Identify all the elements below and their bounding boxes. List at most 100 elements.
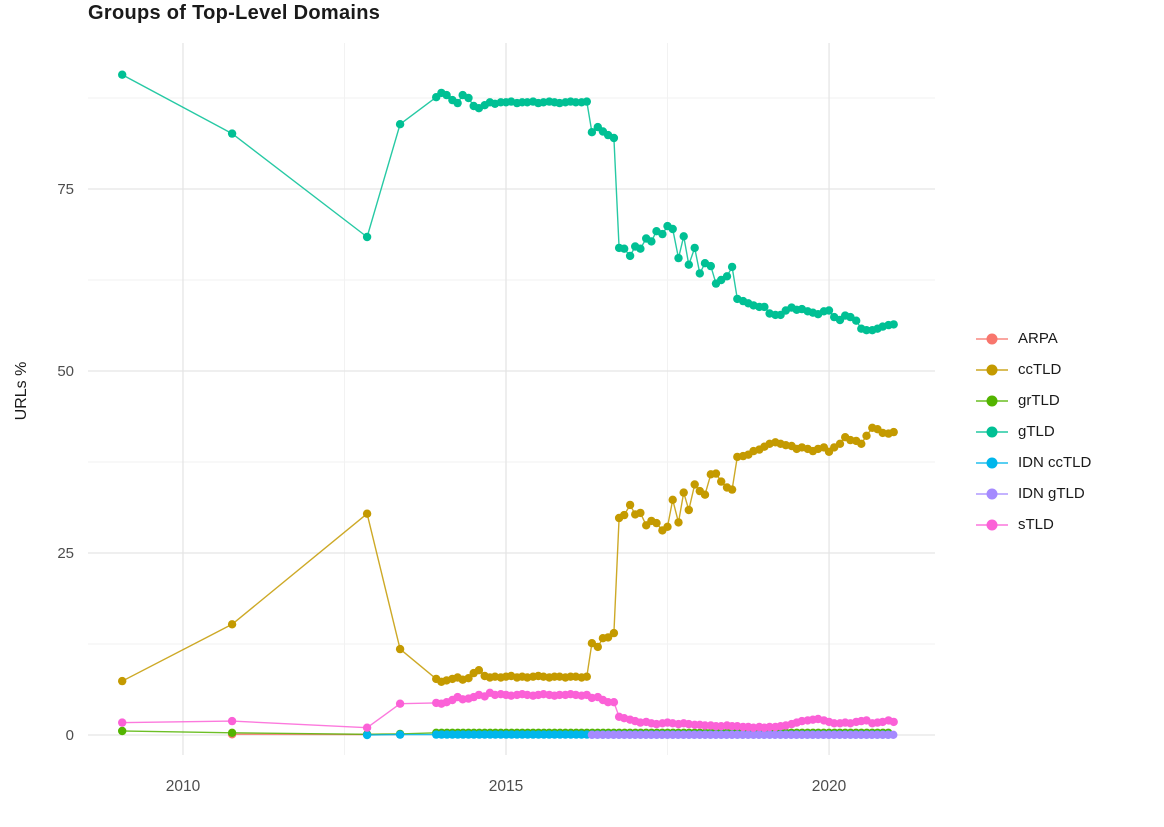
data-point-stld [700, 721, 710, 730]
legend-label: IDN gTLD [1018, 485, 1085, 502]
data-point-cctld [889, 427, 898, 437]
data-point-cctld [684, 505, 693, 515]
data-point-stld [765, 722, 774, 732]
y-tick-label: 50 [57, 363, 74, 380]
data-point-gtld [695, 269, 704, 278]
y-tick-label: 0 [66, 727, 74, 744]
data-point-cctld [862, 431, 871, 440]
x-tick-label: 2020 [812, 778, 847, 795]
data-point-gtld [690, 243, 699, 253]
data-point-cctld [362, 509, 372, 518]
data-point-gtld [824, 306, 834, 315]
data-point-stld [830, 719, 839, 728]
data-point-cctld [464, 674, 473, 683]
x-tick-label: 2015 [489, 778, 523, 795]
data-point-stld [603, 698, 613, 707]
data-point-cctld [227, 620, 237, 629]
data-point-gtld [668, 224, 677, 234]
data-point-idn-cctld [395, 730, 405, 739]
data-point-gtld [453, 98, 462, 108]
legend-label: IDN ccTLD [1018, 454, 1092, 471]
legend-key-icon [976, 486, 1008, 502]
data-point-gtld [722, 272, 732, 281]
data-point-cctld [727, 485, 737, 494]
legend-key-icon [976, 393, 1008, 409]
data-point-stld [889, 717, 898, 727]
data-point-cctld [625, 500, 635, 510]
data-point-cctld [620, 510, 629, 520]
series-line-gtld [121, 73, 895, 331]
data-point-gtld [582, 97, 591, 106]
data-point-cctld [663, 522, 672, 531]
data-point-gtld [362, 232, 372, 242]
y-tick-label: 25 [57, 545, 74, 562]
data-point-cctld [474, 666, 484, 675]
data-point-cctld [835, 439, 845, 448]
data-point-gtld [442, 90, 451, 100]
x-tick-label: 2010 [166, 778, 201, 795]
data-point-cctld [668, 495, 677, 504]
data-point-gtld [889, 320, 898, 329]
data-point-gtld [227, 129, 237, 138]
legend-key-icon [976, 362, 1008, 378]
data-point-gtld [679, 232, 688, 241]
data-point-stld [118, 718, 127, 727]
legend-item-cctld: ccTLD [976, 354, 1091, 385]
data-point-gtld [609, 133, 619, 143]
legend-item-stld: sTLD [976, 509, 1091, 540]
data-point-gtld [464, 93, 473, 103]
data-point-cctld [609, 628, 619, 638]
legend: ARPA ccTLD grTLD gTLD IDN ccTLD IDN gTLD sTLD [976, 323, 1091, 540]
legend-item-arpa: ARPA [976, 323, 1091, 354]
data-point-grtld [118, 726, 127, 736]
data-point-gtld [118, 70, 127, 79]
data-point-cctld [690, 480, 699, 489]
data-point-gtld [571, 98, 580, 107]
legend-item-gtld: gTLD [976, 416, 1091, 447]
data-point-stld [362, 723, 372, 732]
data-point-gtld [684, 260, 693, 269]
data-point-cctld [857, 439, 866, 448]
data-point-cctld [118, 676, 127, 686]
data-point-cctld [582, 672, 591, 681]
legend-label: ARPA [1018, 330, 1058, 347]
data-point-cctld [593, 642, 602, 652]
data-point-stld [227, 716, 237, 726]
legend-label: gTLD [1018, 423, 1055, 440]
legend-label: grTLD [1018, 392, 1060, 409]
legend-key-icon [976, 331, 1008, 347]
data-point-gtld [620, 244, 629, 253]
data-point-gtld [647, 237, 656, 246]
data-point-gtld [706, 261, 715, 271]
data-point-cctld [636, 508, 645, 518]
data-point-gtld [636, 244, 645, 253]
data-point-idn-cctld [362, 730, 372, 740]
data-point-cctld [711, 469, 721, 478]
legend-label: ccTLD [1018, 361, 1062, 378]
data-point-gtld [760, 302, 769, 312]
legend-key-icon [976, 517, 1008, 533]
data-point-cctld [603, 633, 613, 642]
data-point-stld [395, 699, 405, 708]
data-point-idn-gtld [889, 730, 898, 739]
data-point-cctld [717, 477, 726, 486]
data-point-gtld [674, 253, 683, 263]
data-point-cctld [674, 518, 683, 527]
data-point-cctld [679, 488, 688, 497]
data-point-gtld [862, 326, 871, 335]
data-point-stld [609, 698, 619, 707]
legend-item-grtld: grTLD [976, 385, 1091, 416]
legend-item-idn-gtld: IDN gTLD [976, 478, 1091, 509]
data-point-cctld [652, 518, 661, 528]
data-point-cctld [700, 490, 710, 499]
data-point-gtld [587, 128, 597, 137]
data-point-grtld [227, 728, 237, 737]
legend-label: sTLD [1018, 516, 1054, 533]
chart-title: Groups of Top-Level Domains [88, 2, 381, 24]
legend-key-icon [976, 424, 1008, 440]
data-point-gtld [658, 229, 667, 239]
data-point-gtld [395, 120, 405, 129]
data-point-gtld [852, 316, 861, 325]
